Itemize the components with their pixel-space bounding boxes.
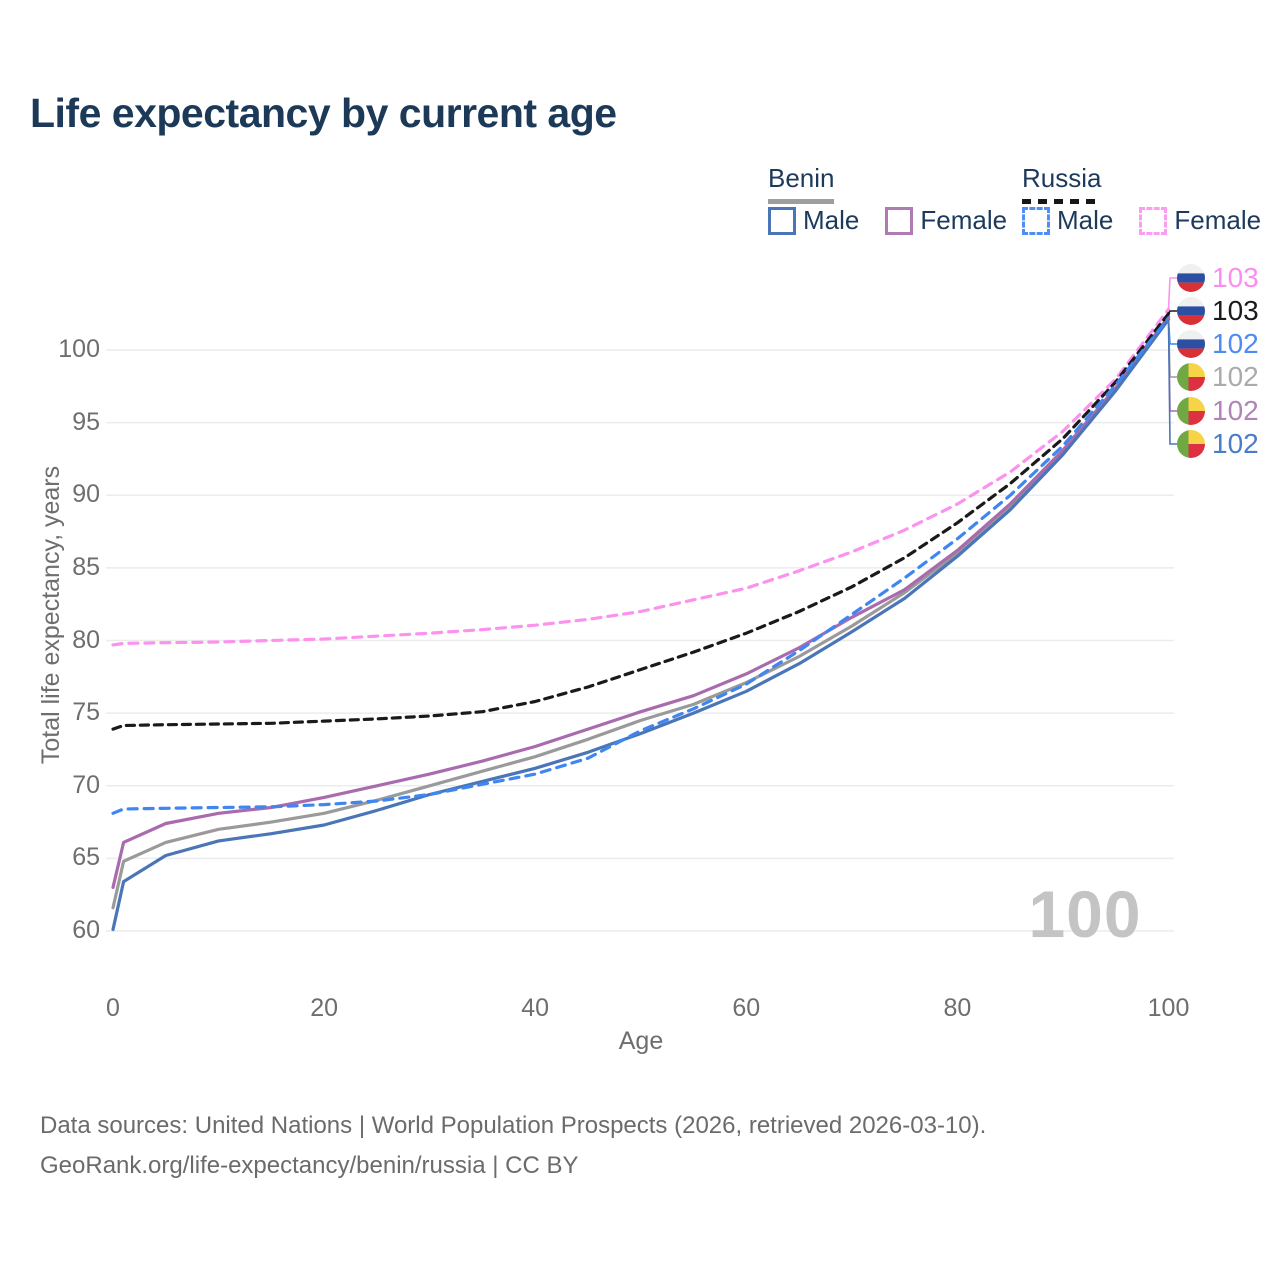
benin-female-swatch[interactable] xyxy=(885,206,914,235)
benin-male-swatch[interactable] xyxy=(768,206,796,235)
line-russia-female[interactable] xyxy=(111,307,1171,647)
end-label-value: 102 xyxy=(1212,395,1259,426)
y-tick-70: 70 xyxy=(72,770,100,799)
legend-group-benin[interactable]: Benin xyxy=(768,163,835,204)
x-tick-40: 40 xyxy=(521,994,550,1022)
x-tick-80: 80 xyxy=(943,994,972,1022)
end-label-value: 103 xyxy=(1212,262,1259,293)
end-label-value: 102 xyxy=(1212,328,1259,359)
end-label-russia-female: 103 xyxy=(1177,262,1259,293)
age-counter-watermark: 100 xyxy=(1028,877,1142,951)
legend-row-russia: Male Female xyxy=(1022,205,1261,236)
end-label-benin-female: 102 xyxy=(1177,395,1259,426)
legend-benin-label[interactable]: Benin xyxy=(768,163,835,193)
line-benin-female[interactable] xyxy=(111,315,1171,889)
y-tick-85: 85 xyxy=(72,552,100,581)
y-tick-60: 60 xyxy=(72,916,100,944)
russia-flag-icon xyxy=(1177,330,1205,358)
end-label-connector-benin-male xyxy=(1167,319,1177,445)
x-tick-100: 100 xyxy=(1147,994,1190,1022)
benin-flag-icon xyxy=(1177,430,1205,458)
end-label-connector-russia-female xyxy=(1167,277,1177,310)
line-russia-total[interactable] xyxy=(111,312,1171,731)
benin-flag-icon xyxy=(1177,397,1205,425)
footer: Data sources: United Nations | World Pop… xyxy=(40,1106,986,1186)
benin-female-label[interactable]: Female xyxy=(920,205,1008,235)
benin-flag-icon xyxy=(1177,363,1205,391)
y-tick-80: 80 xyxy=(72,625,100,654)
end-label-russia-total: 103 xyxy=(1177,295,1259,326)
russia-male-swatch[interactable] xyxy=(1022,206,1050,235)
x-tick-0: 0 xyxy=(106,994,120,1022)
x-tick-20: 20 xyxy=(310,994,338,1022)
russia-male-label[interactable]: Male xyxy=(1057,205,1114,235)
russia-flag-icon xyxy=(1177,297,1205,325)
page-title: Life expectancy by current age xyxy=(30,90,617,136)
end-label-benin-total: 102 xyxy=(1177,361,1259,392)
y-tick-75: 75 xyxy=(72,698,100,727)
russia-female-swatch[interactable] xyxy=(1139,206,1168,235)
end-label-value: 103 xyxy=(1212,295,1259,326)
x-tick-60: 60 xyxy=(732,994,761,1022)
benin-male-label[interactable]: Male xyxy=(803,205,860,235)
line-russia-male[interactable] xyxy=(111,316,1171,815)
legend-group-russia[interactable]: Russia xyxy=(1022,163,1101,204)
end-label-benin-male: 102 xyxy=(1177,428,1259,459)
legend-row-benin: Male Female xyxy=(768,205,1007,236)
benin-line-style-swatch xyxy=(768,199,834,204)
y-tick-65: 65 xyxy=(72,843,100,872)
end-label-value: 102 xyxy=(1212,361,1259,392)
end-label-value: 102 xyxy=(1212,428,1259,459)
line-benin-total[interactable] xyxy=(111,317,1171,910)
footer-data-sources: Data sources: United Nations | World Pop… xyxy=(40,1112,987,1139)
russia-female-label[interactable]: Female xyxy=(1174,205,1262,235)
end-label-russia-male: 102 xyxy=(1177,328,1259,359)
russia-flag-icon xyxy=(1177,264,1205,292)
y-tick-95: 95 xyxy=(72,407,100,436)
russia-line-style-swatch xyxy=(1022,199,1098,204)
y-axis-title: Total life expectancy, years xyxy=(37,465,65,765)
footer-attribution[interactable]: GeoRank.org/life-expectancy/benin/russia… xyxy=(40,1152,579,1179)
x-axis-title: Age xyxy=(618,1027,664,1055)
line-benin-male[interactable] xyxy=(111,317,1171,932)
end-label-connector-russia-total xyxy=(1167,310,1177,315)
y-tick-100: 100 xyxy=(58,335,100,363)
legend-russia-label[interactable]: Russia xyxy=(1022,163,1102,193)
y-tick-90: 90 xyxy=(72,480,100,509)
